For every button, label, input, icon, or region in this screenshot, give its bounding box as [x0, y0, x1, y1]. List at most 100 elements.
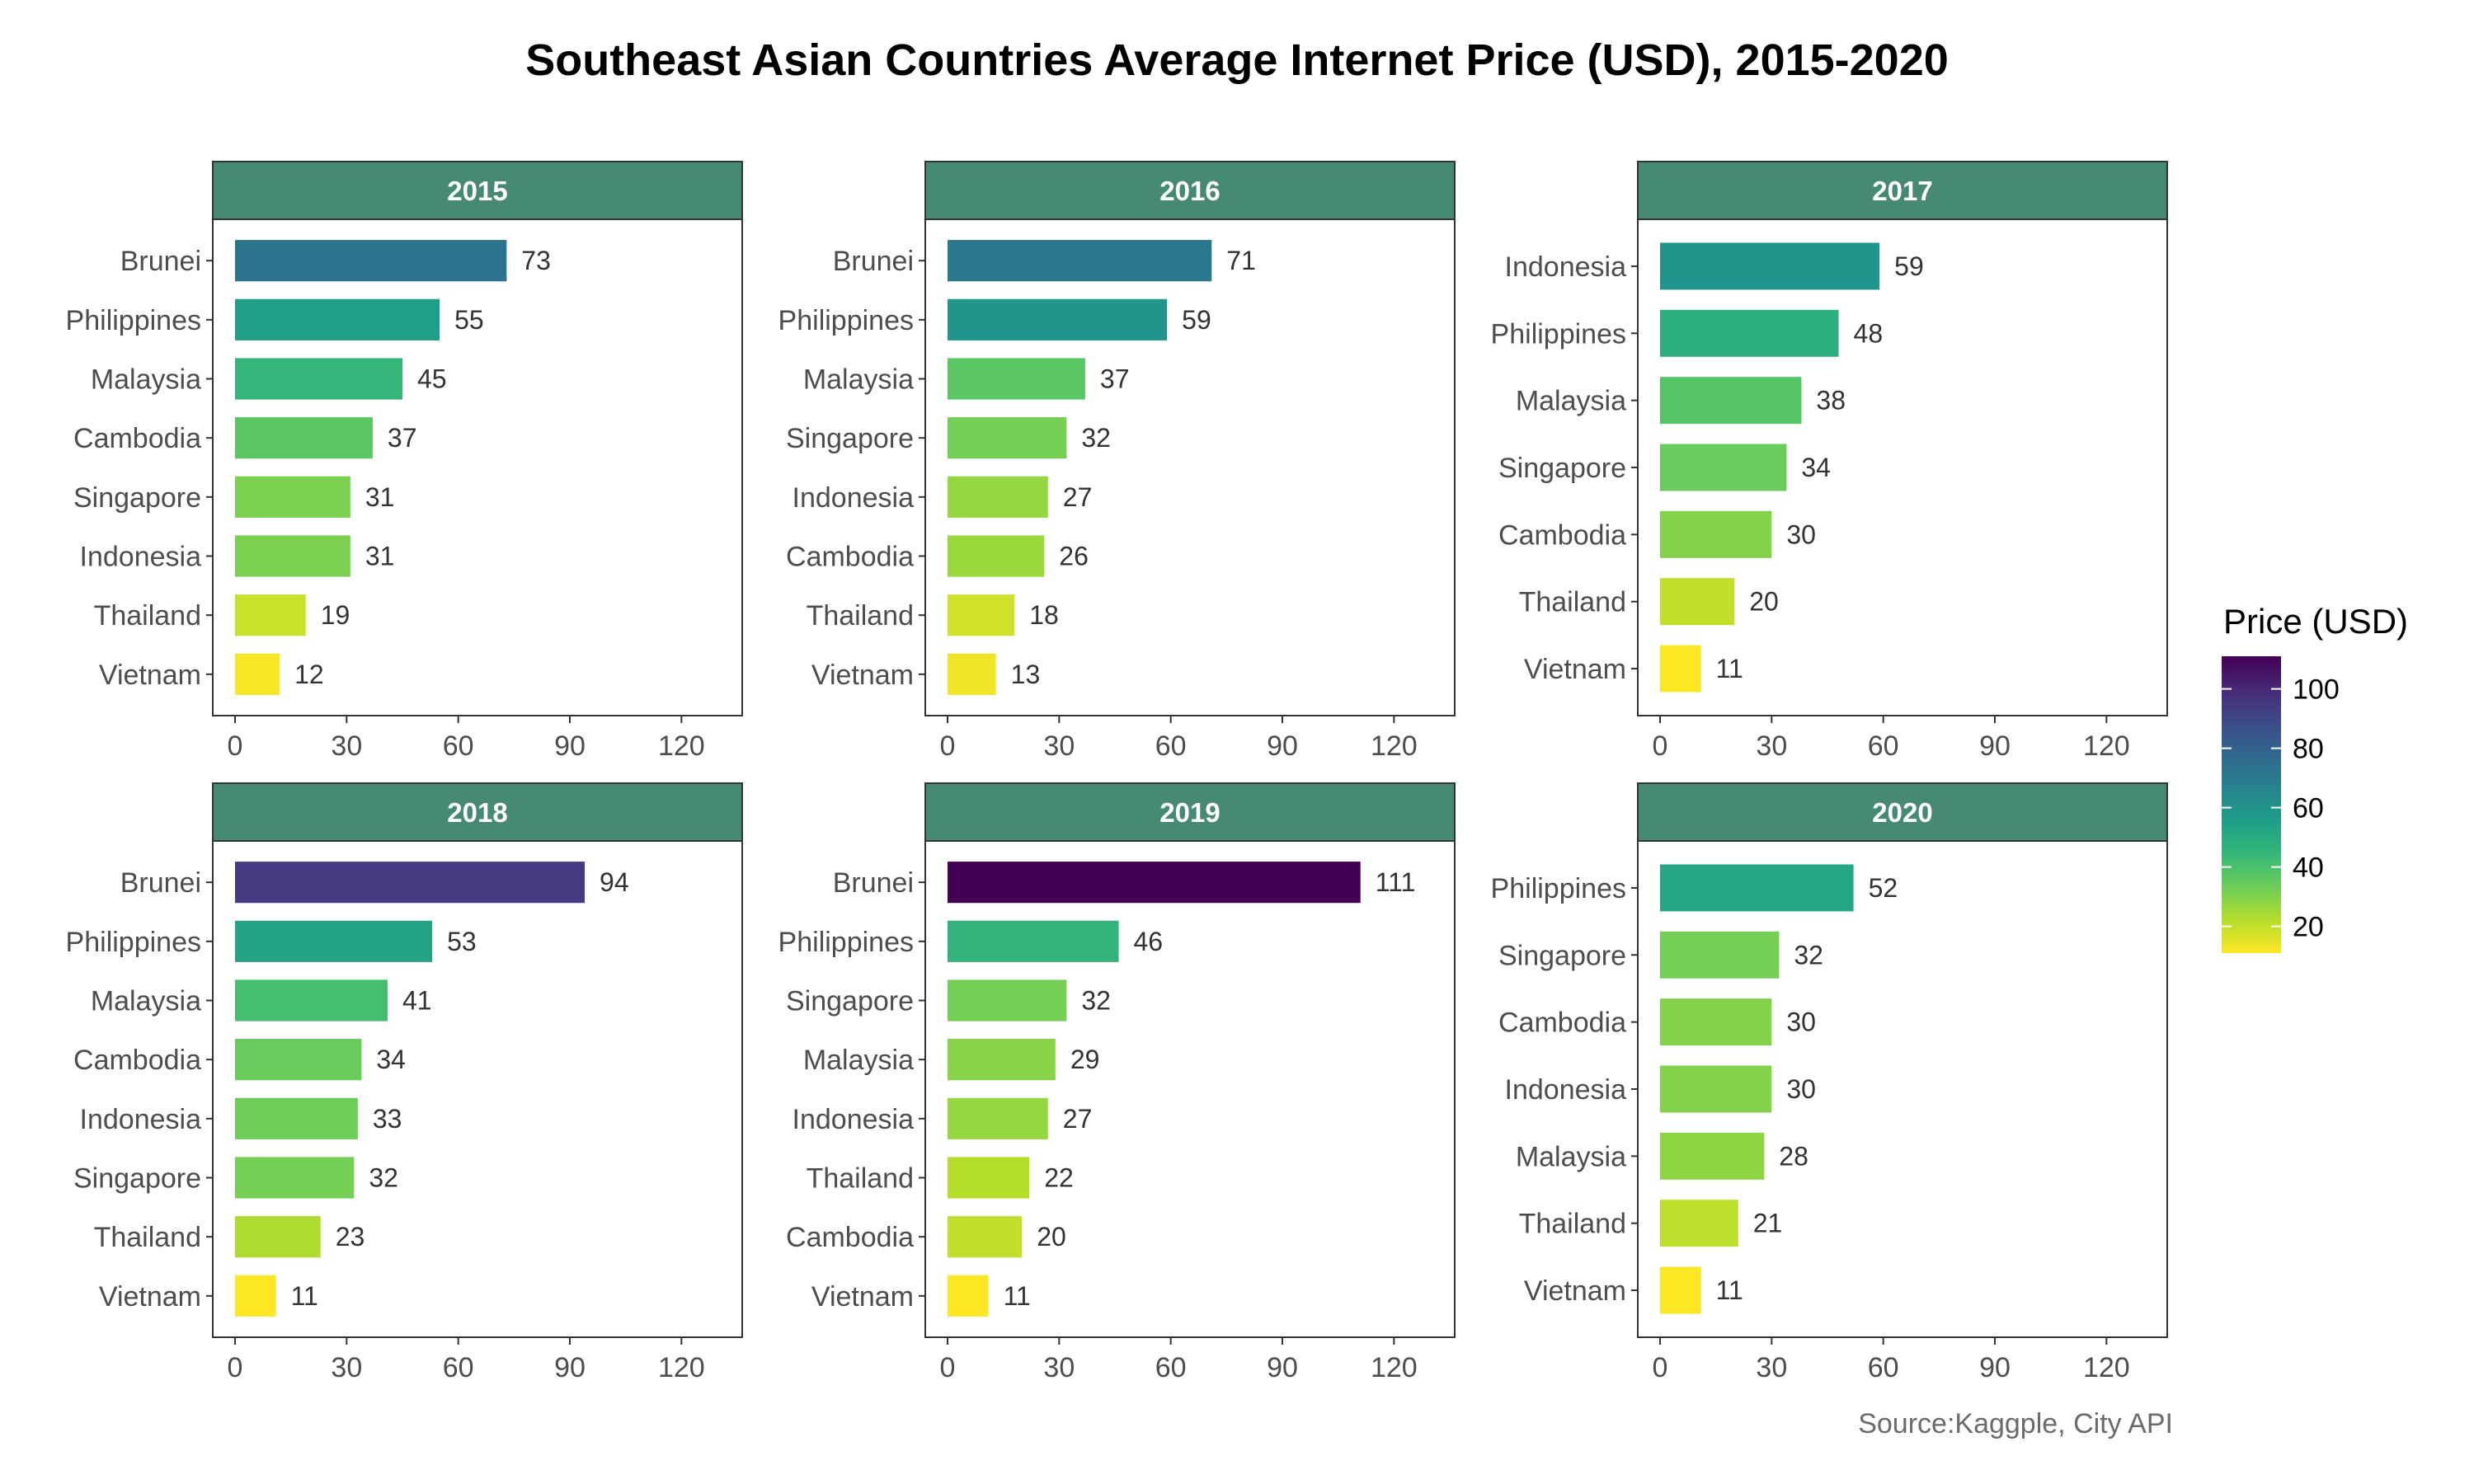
panel-frame — [924, 840, 1456, 1338]
bar-2020-thailand — [1660, 1200, 1738, 1247]
x-tick-label-2018-30: 30 — [331, 1352, 362, 1383]
category-label-2018-malaysia: Malaysia — [91, 986, 201, 1017]
bar-2016-malaysia — [948, 358, 1085, 400]
bar-2018-indonesia — [235, 1097, 358, 1139]
bar-2015-thailand — [235, 594, 306, 636]
category-label-2017-thailand: Thailand — [1519, 587, 1626, 618]
bar-2016-brunei — [948, 240, 1212, 282]
x-tick-label-2016-30: 30 — [1043, 730, 1075, 762]
value-label-2018-indonesia: 33 — [373, 1104, 402, 1134]
x-tick-label-2018-60: 60 — [443, 1352, 474, 1383]
panel-strip — [1637, 782, 2168, 842]
category-label-2020-malaysia: Malaysia — [1516, 1141, 1626, 1172]
bar-2018-singapore — [235, 1157, 355, 1199]
value-label-2016-indonesia: 27 — [1063, 482, 1093, 512]
chart-title: Southeast Asian Countries Average Intern… — [525, 35, 1949, 85]
category-label-2018-indonesia: Indonesia — [80, 1104, 202, 1135]
value-label-2020-philippines: 52 — [1869, 873, 1898, 903]
category-label-2016-indonesia: Indonesia — [793, 482, 915, 514]
panel-2017: 2017 59 Indonesia 48 Philippines 38 Malaysia 34… — [1491, 161, 2168, 762]
value-label-2017-indonesia: 59 — [1894, 251, 1924, 281]
source-caption: Source:Kaggple, City API — [1858, 1408, 2173, 1439]
category-label-2015-malaysia: Malaysia — [91, 364, 201, 396]
panel-strip-label: 2016 — [1159, 176, 1220, 206]
x-tick-label-2019-60: 60 — [1155, 1352, 1187, 1383]
panel-2019: 2019 111 Brunei 46 Philippines 32 Singapore 29 M… — [778, 782, 1456, 1383]
value-label-2019-cambodia: 20 — [1037, 1222, 1066, 1252]
category-label-2015-thailand: Thailand — [94, 600, 201, 632]
category-label-2018-cambodia: Cambodia — [73, 1045, 201, 1076]
bar-2017-vietnam — [1660, 645, 1701, 693]
category-label-2015-brunei: Brunei — [120, 246, 201, 277]
x-tick-label-2020-60: 60 — [1868, 1352, 1899, 1383]
bar-2019-philippines — [948, 920, 1119, 962]
bar-2017-thailand — [1660, 578, 1735, 626]
panel-2018: 2018 94 Brunei 53 Philippines 41 Malaysia 34 Cam… — [66, 782, 743, 1383]
bar-2015-indonesia — [235, 535, 350, 577]
category-label-2017-philippines: Philippines — [1491, 318, 1626, 350]
x-tick-label-2016-120: 120 — [1371, 730, 1418, 762]
legend-tick-label-20: 20 — [2293, 912, 2324, 943]
bar-2016-indonesia — [948, 476, 1048, 518]
bar-2016-singapore — [948, 417, 1067, 459]
x-tick-label-2019-30: 30 — [1043, 1352, 1075, 1383]
x-tick-label-2015-30: 30 — [331, 730, 362, 762]
category-label-2017-malaysia: Malaysia — [1516, 386, 1626, 417]
category-label-2015-vietnam: Vietnam — [99, 660, 201, 691]
x-tick-label-2019-120: 120 — [1371, 1352, 1418, 1383]
category-label-2017-singapore: Singapore — [1498, 453, 1626, 484]
bar-2016-vietnam — [948, 653, 996, 695]
panels-layer: 2015 73 Brunei 55 Philippines 45 Malaysia 37 Cam… — [66, 161, 2168, 1383]
value-label-2015-cambodia: 37 — [388, 423, 417, 453]
value-label-2016-philippines: 59 — [1182, 305, 1211, 335]
category-label-2018-thailand: Thailand — [94, 1222, 201, 1253]
value-label-2020-malaysia: 28 — [1779, 1141, 1808, 1171]
bar-2015-brunei — [235, 240, 507, 282]
value-label-2018-vietnam: 11 — [291, 1281, 318, 1311]
value-label-2018-philippines: 53 — [447, 927, 477, 956]
x-tick-label-2020-90: 90 — [1979, 1352, 2011, 1383]
value-label-2019-singapore: 32 — [1081, 986, 1111, 1016]
value-label-2016-cambodia: 26 — [1059, 542, 1089, 571]
panel-2015: 2015 73 Brunei 55 Philippines 45 Malaysia 37 Cam… — [66, 161, 743, 762]
x-tick-label-2016-90: 90 — [1267, 730, 1298, 762]
x-tick-label-2017-0: 0 — [1653, 730, 1668, 762]
category-label-2018-brunei: Brunei — [120, 867, 201, 899]
value-label-2017-malaysia: 38 — [1816, 386, 1846, 416]
bar-2020-philippines — [1660, 864, 1854, 912]
legend: Price (USD) 20 40 60 80 100 — [2222, 602, 2408, 953]
value-label-2017-vietnam: 11 — [1716, 654, 1743, 683]
category-label-2017-indonesia: Indonesia — [1505, 251, 1627, 283]
bar-2019-brunei — [948, 862, 1361, 904]
bar-2019-vietnam — [948, 1275, 989, 1317]
panel-strip-label: 2015 — [447, 176, 507, 206]
bar-2015-philippines — [235, 298, 440, 340]
category-label-2019-philippines: Philippines — [778, 927, 914, 958]
bar-2016-philippines — [948, 298, 1168, 340]
value-label-2015-singapore: 31 — [365, 482, 395, 512]
bar-2019-thailand — [948, 1157, 1030, 1199]
value-label-2016-vietnam: 13 — [1011, 660, 1041, 689]
value-label-2019-vietnam: 11 — [1004, 1281, 1031, 1311]
panel-frame — [212, 840, 743, 1338]
bar-2018-brunei — [235, 862, 586, 904]
bar-2020-indonesia — [1660, 1065, 1772, 1113]
category-label-2019-vietnam: Vietnam — [811, 1281, 914, 1313]
bar-2020-malaysia — [1660, 1132, 1765, 1180]
bar-2017-singapore — [1660, 444, 1787, 491]
panel-strip-label: 2019 — [1159, 797, 1220, 828]
panel-strip — [1637, 161, 2168, 220]
category-label-2015-singapore: Singapore — [73, 482, 201, 514]
category-label-2019-malaysia: Malaysia — [803, 1045, 914, 1076]
value-label-2018-brunei: 94 — [600, 867, 629, 897]
panel-strip-label: 2017 — [1872, 176, 1932, 206]
legend-tick-label-100: 100 — [2293, 674, 2340, 706]
x-tick-label-2017-60: 60 — [1868, 730, 1899, 762]
value-label-2015-indonesia: 31 — [365, 542, 395, 571]
bar-2019-cambodia — [948, 1216, 1023, 1258]
bar-2018-thailand — [235, 1216, 321, 1258]
value-label-2018-cambodia: 34 — [376, 1045, 406, 1074]
panel-frame — [924, 218, 1456, 716]
category-label-2017-vietnam: Vietnam — [1524, 654, 1626, 685]
